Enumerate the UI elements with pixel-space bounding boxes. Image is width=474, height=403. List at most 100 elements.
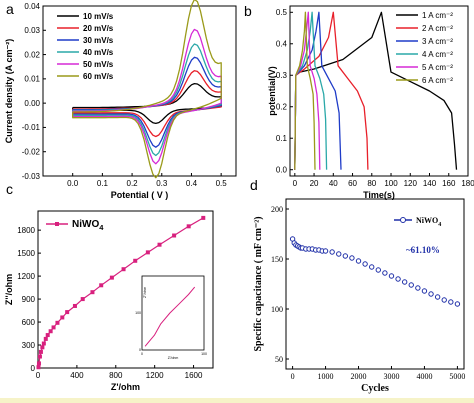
cycle-point [349, 255, 355, 261]
panel-label: d [250, 177, 258, 193]
y-tick-label: 200 [271, 205, 283, 214]
inset-y-label: Z''/ohm [143, 287, 147, 298]
x-tick-label: 100 [384, 179, 398, 188]
legend-entry: NiWO4 [72, 219, 104, 232]
inset-tick-label: 100 [201, 352, 207, 356]
x-tick-label: 40 [329, 179, 338, 188]
nyquist-point [90, 290, 95, 295]
x-tick-label: 800 [109, 371, 123, 380]
x-tick-label: 2000 [351, 372, 367, 381]
nyquist-point [40, 345, 45, 350]
plot-frame [285, 198, 465, 370]
legend-entry: 60 mV/s [83, 72, 114, 81]
x-tick-label: 5000 [449, 372, 465, 381]
y-tick-label: 0.04 [24, 2, 40, 11]
legend-entry: 4 A cm⁻² [422, 50, 453, 59]
cycle-point [369, 264, 375, 270]
x-tick-label: 0 [293, 179, 298, 188]
x-tick-label: 0.1 [97, 179, 109, 188]
legend-entry: 3 A cm⁻² [422, 37, 453, 46]
nyquist-point [60, 315, 65, 320]
nyquist-point [157, 242, 162, 247]
nyquist-point [37, 354, 42, 359]
nyquist-point [38, 349, 43, 354]
legend-entry: 2 A cm⁻² [422, 24, 453, 33]
y-tick-label: 600 [22, 318, 36, 327]
y-tick-label: 1200 [17, 272, 35, 281]
nyquist-point [99, 283, 104, 288]
plot-frame [289, 5, 469, 177]
x-axis-label: Time(s) [363, 190, 395, 200]
x-tick-label: 0.0 [67, 179, 79, 188]
x-tick-label: 4000 [416, 372, 432, 381]
gcd-curve-6 [294, 11, 316, 170]
y-tick-label: 900 [22, 295, 36, 304]
x-tick-label: 80 [367, 179, 376, 188]
y-tick-label: 0.2 [276, 103, 288, 112]
legend-entry: 5 A cm⁻² [422, 63, 453, 72]
x-tick-label: 0 [36, 371, 41, 380]
nyquist-point [80, 297, 85, 302]
panel-b: 0 20 40 60 80 100 120 140 160 180 0.0 0.1 0.2 0.3 0.4 0… [244, 3, 474, 200]
legend-entry: NiWO4 [416, 216, 441, 228]
panel-c: 0 400 800 1200 1600 0 300 600 900 1200 1500 1800 Z'/… [4, 181, 214, 392]
nyquist-point [36, 365, 41, 370]
cycle-point [434, 294, 441, 300]
cycle-point [415, 285, 421, 291]
y-tick-label: 1800 [17, 226, 35, 235]
y-axis-label: Current density (A cm⁻²) [4, 39, 14, 143]
nyquist-point [65, 310, 70, 315]
retention-annotation: ~61.10% [406, 245, 440, 255]
y-tick-label: 0.3 [276, 71, 288, 80]
x-tick-label: 60 [348, 179, 357, 188]
panel-d: 0 1000 2000 3000 4000 500050100150200CyclesSp… [250, 177, 465, 394]
y-tick-label: -0.03 [22, 172, 41, 181]
cycle-point [362, 261, 368, 267]
panel-label: b [244, 3, 252, 19]
x-tick-label: 0.2 [127, 179, 139, 188]
x-axis-label: Potential ( V ) [111, 190, 169, 200]
nyquist-point [109, 275, 114, 280]
gcd-curve-4 [294, 11, 328, 170]
y-tick-label: 0.03 [24, 26, 40, 35]
legend-entry: 6 A cm⁻² [422, 76, 453, 85]
plot-frame [42, 5, 237, 177]
legend-entry: 20 mV/s [83, 24, 114, 33]
x-tick-label: 160 [442, 179, 456, 188]
nyquist-point [186, 224, 191, 229]
y-tick-label: -0.02 [22, 148, 41, 157]
cv-curve-6 [72, 0, 222, 179]
x-tick-label: 1000 [318, 372, 334, 381]
y-tick-label: 0.5 [276, 8, 288, 17]
y-tick-label: 150 [271, 255, 283, 264]
nyquist-point [51, 325, 56, 330]
legend-entry: 50 mV/s [83, 60, 114, 69]
x-tick-label: 0 [291, 372, 295, 381]
nyquist-point [45, 333, 50, 338]
cycle-point [388, 273, 395, 279]
x-tick-label: 0.5 [216, 179, 228, 188]
x-tick-label: 400 [70, 371, 84, 380]
y-axis-label: Z''/ohm [4, 274, 14, 305]
x-axis-label: Cycles [361, 383, 389, 394]
plot-frame [37, 210, 214, 369]
cycle-point [408, 282, 414, 288]
inset-curve [144, 286, 196, 347]
y-tick-label: 0.00 [24, 99, 40, 108]
y-tick-label: 1500 [17, 249, 35, 258]
x-axis-label: Z'/ohm [111, 382, 140, 392]
cycle-point [421, 288, 428, 294]
nyquist-point [201, 215, 206, 220]
inset-tick-label: 0 [141, 352, 143, 356]
legend-marker [400, 217, 406, 223]
y-tick-label: 50 [275, 355, 283, 364]
cycle-point [428, 291, 434, 297]
cycle-point [448, 299, 454, 305]
y-tick-label: 300 [22, 341, 36, 350]
x-tick-label: 120 [404, 179, 418, 188]
caption-strip [0, 398, 474, 403]
x-tick-label: 0.3 [156, 179, 168, 188]
y-tick-label: 0.1 [276, 134, 288, 143]
cycle-point [375, 267, 381, 273]
